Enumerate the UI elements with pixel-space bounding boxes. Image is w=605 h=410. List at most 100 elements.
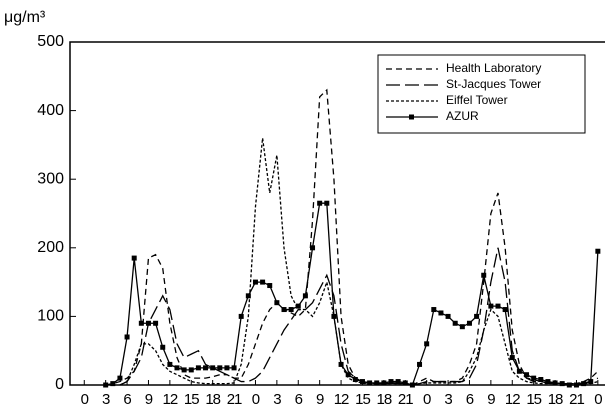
legend-label: St-Jacques Tower	[446, 77, 541, 91]
marker	[459, 324, 465, 330]
marker	[559, 381, 565, 387]
marker	[188, 367, 194, 373]
marker	[153, 320, 159, 326]
x-tick-label: 6	[123, 391, 131, 408]
x-tick-label: 0	[252, 391, 260, 408]
marker	[438, 310, 444, 316]
y-tick-label: 200	[37, 239, 64, 256]
marker	[195, 365, 201, 371]
x-tick-label: 3	[273, 391, 281, 408]
marker	[538, 377, 544, 383]
marker	[367, 380, 373, 386]
x-tick-label: 21	[227, 391, 242, 408]
marker	[588, 379, 594, 385]
marker	[117, 375, 123, 381]
y-tick-label: 500	[37, 33, 64, 50]
marker	[310, 245, 316, 251]
marker	[281, 307, 287, 313]
marker	[509, 355, 515, 361]
marker	[431, 307, 437, 313]
x-tick-label: 18	[377, 391, 392, 408]
marker	[424, 341, 430, 347]
marker	[409, 382, 415, 388]
marker	[224, 365, 230, 371]
x-tick-label: 15	[184, 391, 199, 408]
marker	[524, 372, 530, 378]
marker	[245, 293, 251, 299]
marker	[581, 381, 587, 387]
marker	[552, 380, 558, 386]
legend-marker	[409, 114, 414, 120]
marker	[402, 380, 408, 386]
marker	[495, 303, 501, 309]
marker	[502, 307, 508, 313]
marker	[317, 200, 323, 206]
marker	[474, 313, 480, 319]
legend-label: Health Laboratory	[446, 61, 541, 75]
marker	[395, 379, 401, 385]
plot-area	[103, 88, 601, 388]
marker	[338, 361, 344, 367]
plot-frame	[69, 41, 605, 386]
x-tick-label: 12	[163, 391, 178, 408]
y-tick-label: 0	[55, 376, 64, 393]
y-tick-label: 400	[37, 102, 64, 119]
marker	[545, 379, 551, 385]
x-tick-label: 9	[316, 391, 324, 408]
x-tick-label: 12	[334, 391, 349, 408]
marker	[374, 380, 380, 386]
marker	[110, 381, 116, 387]
marker	[167, 361, 173, 367]
y-tick-label: 100	[37, 308, 64, 325]
marker	[331, 313, 337, 319]
marker	[488, 303, 494, 309]
x-tick-label: 6	[466, 391, 474, 408]
x-tick-label: 3	[102, 391, 110, 408]
x-tick-label: 0	[81, 391, 89, 408]
x-tick-label: 15	[526, 391, 541, 408]
x-tick-label: 9	[487, 391, 495, 408]
marker	[531, 375, 537, 381]
series-line	[105, 202, 599, 386]
marker	[174, 365, 180, 371]
y-axis-label: μg/m³	[4, 9, 46, 26]
x-tick-label: 0	[423, 391, 431, 408]
marker	[103, 382, 109, 388]
marker	[238, 313, 244, 319]
marker	[217, 365, 223, 371]
series-line	[119, 137, 599, 386]
x-tick-label: 18	[205, 391, 220, 408]
marker	[274, 300, 280, 306]
x-tick-label: 0	[594, 391, 602, 408]
marker	[516, 368, 522, 374]
marker	[160, 344, 166, 350]
marker	[260, 279, 266, 285]
marker	[452, 320, 458, 326]
marker	[324, 200, 330, 206]
x-tick-label: 3	[444, 391, 452, 408]
marker	[231, 365, 237, 371]
x-tick-label: 15	[355, 391, 370, 408]
marker	[466, 320, 472, 326]
legend-label: Eiffel Tower	[446, 93, 508, 107]
legend-label: AZUR	[446, 109, 479, 123]
marker	[388, 379, 394, 385]
series-line	[105, 88, 599, 386]
legend-box	[377, 54, 586, 134]
x-tick-label: 12	[505, 391, 520, 408]
marker	[203, 365, 209, 371]
marker	[145, 320, 151, 326]
x-tick-label: 21	[569, 391, 584, 408]
marker	[210, 365, 216, 371]
x-tick-label: 6	[295, 391, 303, 408]
marker	[252, 279, 258, 285]
marker	[352, 377, 358, 383]
marker	[302, 293, 308, 299]
marker	[124, 334, 130, 340]
marker	[131, 255, 137, 261]
marker	[381, 380, 387, 386]
marker	[288, 307, 294, 313]
marker	[417, 361, 423, 367]
marker	[359, 379, 365, 385]
